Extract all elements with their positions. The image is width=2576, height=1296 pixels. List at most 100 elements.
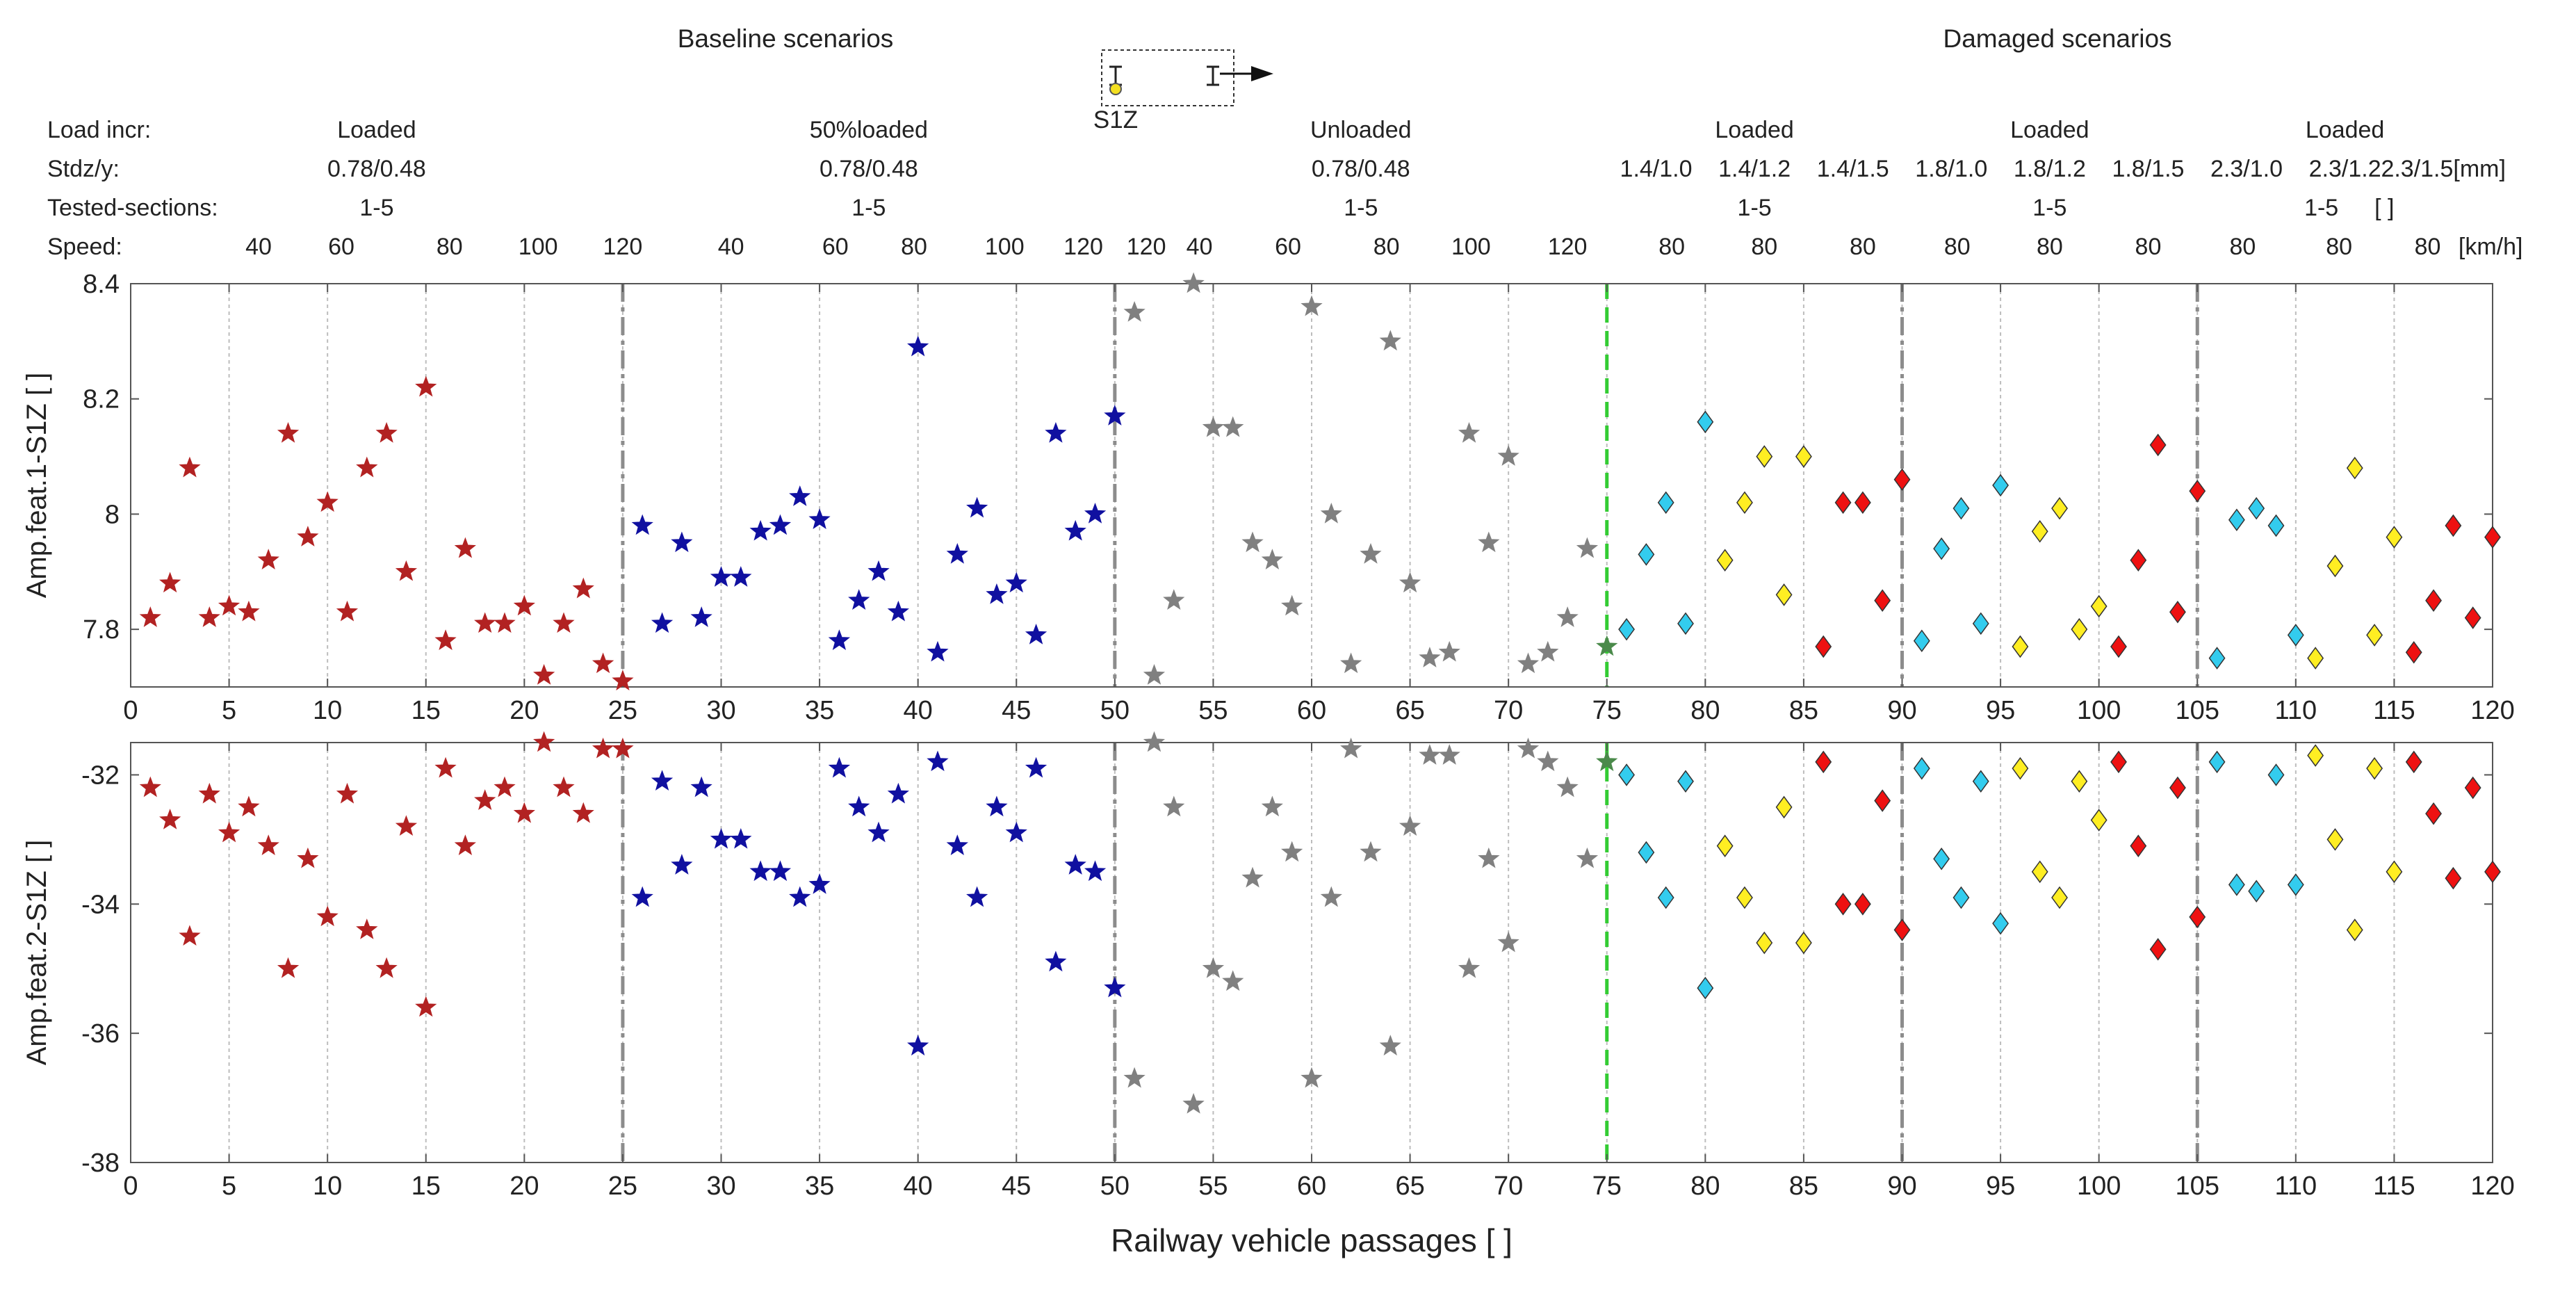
data-point-loaded [572, 802, 594, 823]
data-point-half-loaded [946, 834, 968, 855]
y-tick-label: 8.4 [83, 270, 120, 299]
speed-label: 80 [1944, 234, 1971, 260]
data-point-unloaded [1556, 606, 1579, 627]
data-point-damaged [1657, 886, 1674, 909]
data-point-half-loaded [730, 827, 752, 849]
data-point-loaded [513, 802, 535, 823]
data-point-loaded [572, 577, 594, 599]
data-point-half-loaded [789, 886, 811, 907]
data-point-damaged [1874, 589, 1891, 612]
data-point-unloaded [1163, 795, 1185, 817]
data-point-loaded [494, 612, 516, 633]
row-label-sections: Tested-sections: [47, 195, 218, 221]
speed-label: 100 [1451, 234, 1491, 260]
figure-header: Baseline scenarios Damaged scenarios S1Z… [47, 24, 2522, 260]
data-point-loaded [415, 996, 437, 1017]
data-point-damaged [1834, 491, 1852, 515]
load-label: Loaded [2010, 117, 2089, 143]
data-point-damaged [1874, 789, 1891, 812]
data-point-half-loaded [769, 514, 792, 535]
data-point-onset [1596, 750, 1618, 772]
speed-label: 80 [1658, 234, 1685, 260]
data-point-damaged [2149, 433, 2167, 457]
data-point-damaged [2071, 770, 2088, 793]
stdz-label: 1.8/1.0 [1915, 156, 1987, 182]
data-point-damaged [2445, 866, 2462, 890]
data-point-half-loaded [671, 531, 693, 553]
sections-label: 1-5 [1344, 195, 1378, 221]
stdz-label: 0.78/0.48 [327, 156, 426, 182]
data-point-damaged [2326, 554, 2344, 578]
data-point-damaged [1638, 841, 1655, 864]
x-tick-label: 115 [2373, 696, 2415, 725]
speed-label: 60 [1275, 234, 1301, 260]
data-point-half-loaded [1045, 950, 1067, 972]
data-point-loaded [533, 663, 555, 685]
x-tick-label: 80 [1690, 696, 1720, 725]
data-point-damaged [1913, 756, 1930, 780]
data-point-loaded [159, 809, 181, 829]
x-tick-label: 0 [123, 696, 138, 725]
data-point-damaged [1697, 976, 1714, 1000]
data-point-half-loaded [1045, 421, 1067, 443]
speed-label: 120 [1063, 234, 1103, 260]
data-point-unloaded [1537, 750, 1559, 772]
data-point-half-loaded [749, 519, 772, 541]
data-point-loaded [612, 670, 634, 690]
data-point-damaged [2346, 918, 2363, 941]
data-point-unloaded [1458, 957, 1481, 978]
data-point-damaged [2445, 514, 2462, 537]
data-point-unloaded [1360, 542, 1382, 564]
x-tick-label: 90 [1887, 696, 1916, 725]
data-point-unloaded [1379, 1035, 1401, 1056]
data-point-unloaded [1182, 1092, 1205, 1114]
data-point-half-loaded [710, 827, 733, 849]
data-point-half-loaded [789, 485, 811, 506]
speed-label: 120 [1548, 234, 1588, 260]
data-point-loaded [198, 782, 220, 804]
data-point-damaged [2228, 873, 2245, 896]
speed-label: 80 [1751, 234, 1777, 260]
data-point-loaded [375, 957, 398, 978]
data-point-unloaded [1517, 737, 1540, 759]
data-point-damaged [1677, 612, 1694, 635]
data-point-loaded [257, 549, 279, 569]
data-point-unloaded [1241, 531, 1264, 553]
data-point-damaged [1775, 795, 1793, 819]
data-point-half-loaded [867, 560, 890, 581]
data-point-loaded [218, 594, 241, 616]
x-tick-label: 15 [411, 696, 441, 725]
data-point-half-loaded [966, 496, 988, 518]
sections-label: 1-5 [2032, 195, 2066, 221]
data-point-half-loaded [848, 795, 870, 817]
sections-label: 1-5 [1738, 195, 1772, 221]
data-point-damaged [1756, 931, 1773, 955]
data-point-loaded [297, 847, 319, 868]
data-point-damaged [1775, 583, 1793, 606]
stdz-label: 2.3/1.0 [2210, 156, 2283, 182]
data-point-half-loaded [651, 770, 674, 791]
data-point-damaged [2012, 635, 2029, 658]
data-point-damaged [2484, 526, 2501, 549]
sensor-diagram: S1Z [1093, 49, 1273, 133]
x-tick-label: 95 [1986, 1172, 2015, 1201]
data-point-damaged [2110, 635, 2127, 658]
data-point-half-loaded [808, 508, 831, 529]
data-point-unloaded [1320, 502, 1342, 524]
data-point-damaged [2051, 496, 2068, 520]
data-point-damaged [2090, 809, 2108, 832]
data-point-damaged [2326, 828, 2344, 851]
data-point-loaded [218, 821, 241, 843]
data-point-half-loaded [848, 589, 870, 610]
load-row: Loaded 50%loaded Unloaded Loaded Loaded Loade… [337, 117, 2384, 143]
data-point-unloaded [1261, 549, 1283, 569]
data-point-loaded [238, 795, 260, 817]
data-point-damaged [2110, 750, 2127, 774]
damaged-scenarios-title: Damaged scenarios [1943, 24, 2171, 53]
data-point-damaged [1736, 886, 1753, 909]
y-tick-label: -32 [81, 761, 120, 790]
data-point-damaged [1815, 750, 1832, 774]
x-tick-label: 100 [2077, 1172, 2121, 1201]
speed-label: 80 [1373, 234, 1400, 260]
x-tick-label: 65 [1395, 696, 1424, 725]
